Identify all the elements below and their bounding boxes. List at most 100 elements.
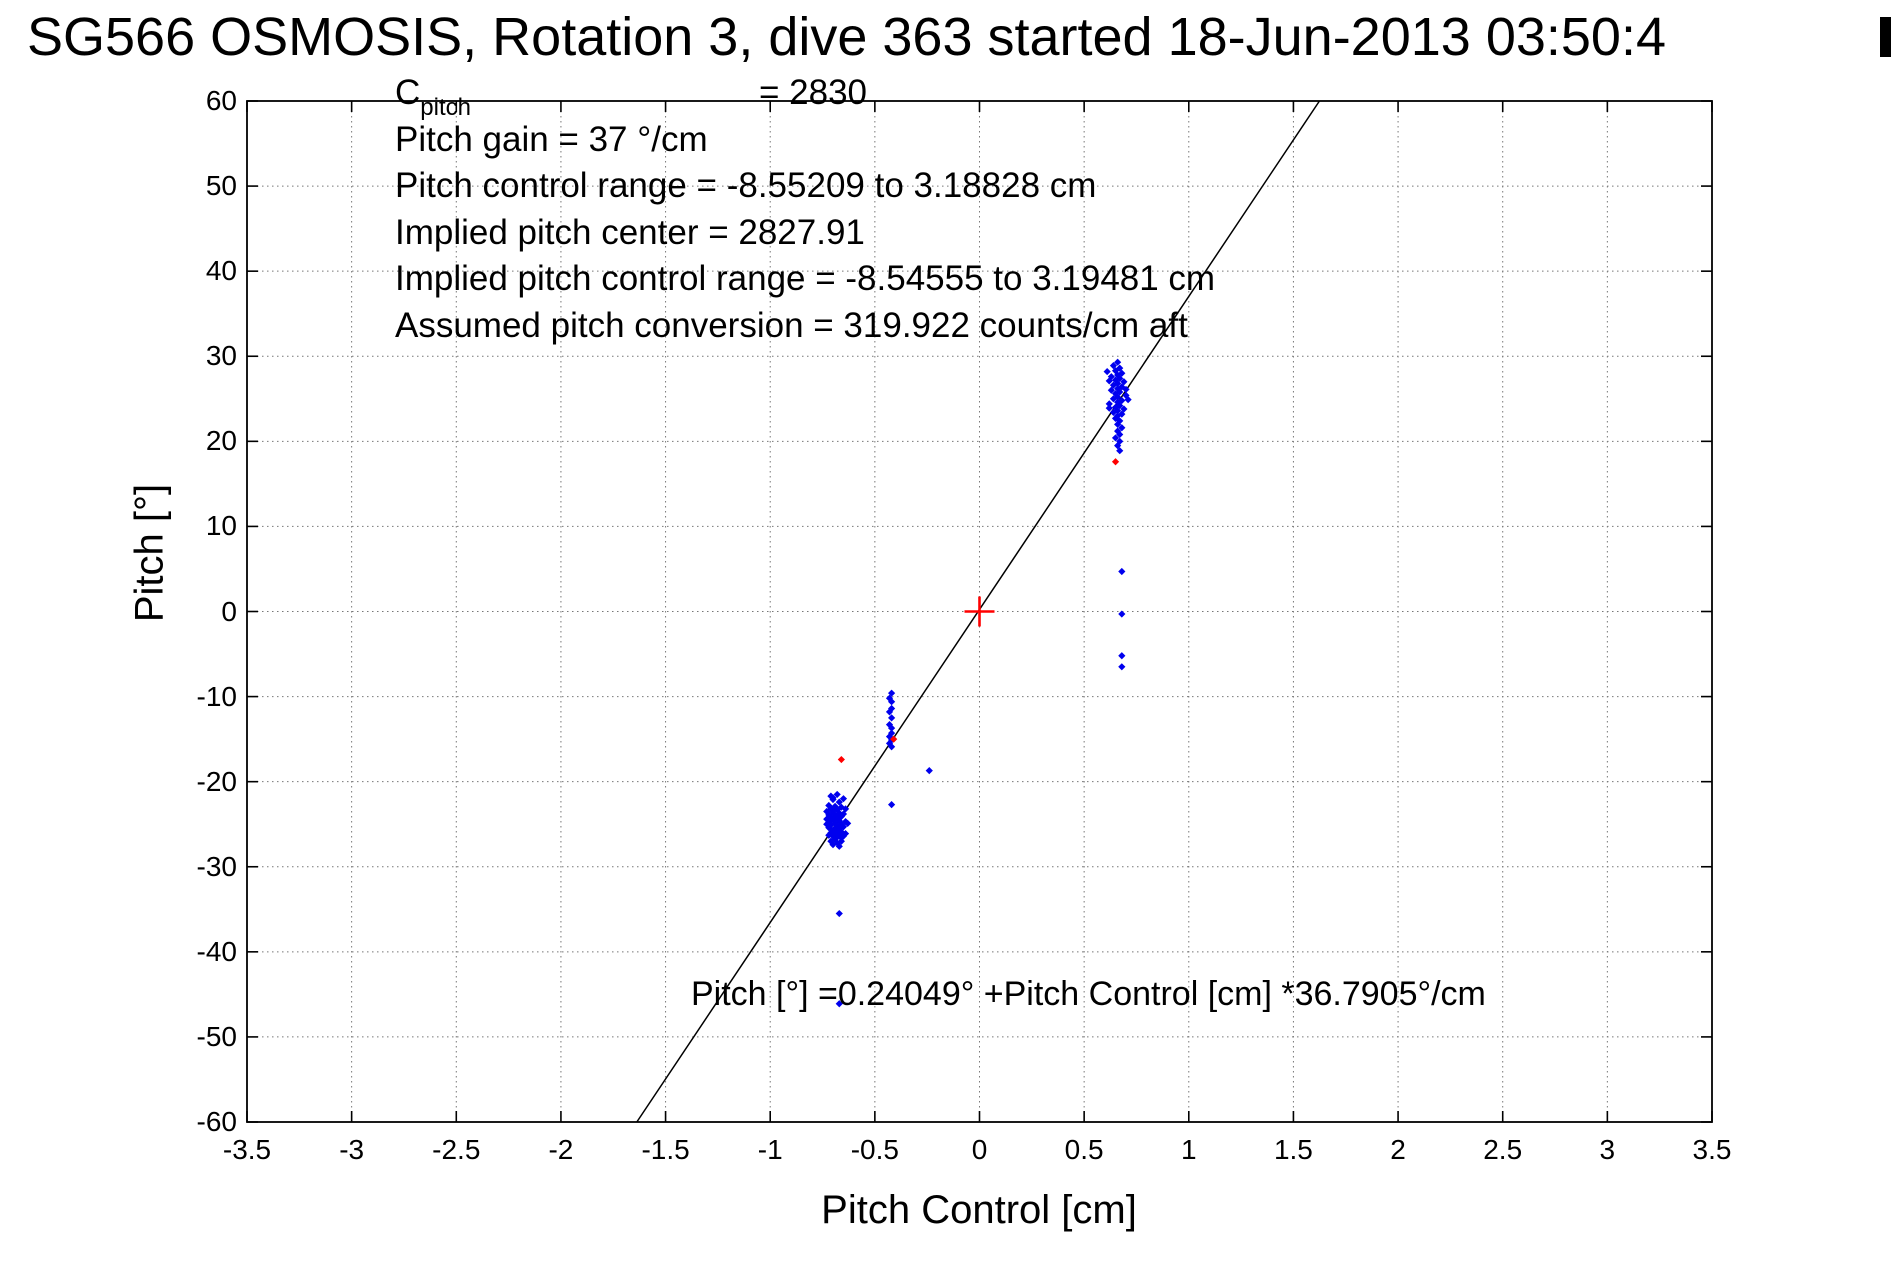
- data-point: [1105, 404, 1113, 412]
- data-point: [1118, 663, 1126, 671]
- data-point: [1103, 367, 1111, 376]
- data-point: [1109, 381, 1118, 389]
- data-point: [1114, 420, 1122, 428]
- data-point: [925, 767, 933, 775]
- data-point: [835, 1000, 843, 1008]
- annotation-cpitch: Cpitch = 2830: [395, 70, 1215, 120]
- data-point: [1109, 408, 1118, 417]
- data-point: [885, 739, 894, 747]
- data-point: [1116, 437, 1124, 445]
- y-tick-label: -20: [196, 765, 237, 797]
- data-point: [829, 841, 837, 849]
- data-point: [885, 694, 894, 702]
- y-tick-label: 60: [205, 85, 237, 116]
- data-point: [888, 689, 896, 697]
- y-tick-label: 10: [205, 510, 237, 542]
- x-tick-label: 0.5: [1064, 1134, 1104, 1165]
- y-tick-label: -40: [196, 935, 237, 967]
- data-point: [1116, 401, 1124, 410]
- x-tick-label: 0: [971, 1134, 988, 1165]
- data-point: [1111, 434, 1120, 442]
- x-tick-label: -2.5: [432, 1134, 481, 1165]
- data-point: [839, 795, 848, 803]
- data-point: [825, 831, 833, 839]
- x-tick-label: -2: [548, 1134, 574, 1165]
- y-tick-label: -60: [196, 1106, 237, 1137]
- y-tick-label: 0: [221, 595, 237, 627]
- y-tick-label: 40: [205, 255, 237, 287]
- data-point: [835, 817, 843, 825]
- data-point: [841, 805, 850, 813]
- data-point: [827, 821, 835, 829]
- y-tick-label: 50: [205, 170, 237, 202]
- y-tick-label: -50: [196, 1020, 237, 1052]
- data-point: [831, 835, 839, 844]
- title-clipped-glyph: [1880, 17, 1891, 57]
- data-point: [1109, 395, 1118, 403]
- data-point: [1116, 430, 1124, 439]
- data-point: [885, 708, 894, 716]
- data-point: [841, 818, 850, 826]
- data-point: [1116, 417, 1124, 425]
- annotation-block: Cpitch = 2830 Pitch gain = 37 °/cm Pitch …: [395, 70, 1215, 349]
- flagged-point: [890, 735, 898, 743]
- data-point: [1118, 652, 1126, 660]
- data-point: [835, 798, 843, 806]
- cpitch-subscript: pitch: [420, 94, 471, 121]
- annotation-implied-pitch-control-range: Implied pitch control range = -8.54555 t…: [395, 259, 1216, 298]
- data-point: [1124, 396, 1132, 404]
- annotation-pitch-gain: Pitch gain = 37 °/cm: [395, 119, 708, 159]
- data-point: [1118, 410, 1126, 418]
- data-point: [888, 724, 896, 732]
- flagged-point: [1111, 458, 1120, 466]
- data-point: [888, 801, 896, 809]
- data-point: [1105, 377, 1113, 385]
- data-point: [823, 820, 831, 828]
- data-point: [839, 823, 848, 831]
- y-tick-label: 30: [205, 340, 237, 372]
- data-point: [1118, 424, 1126, 432]
- data-point: [837, 803, 845, 811]
- data-point: [837, 837, 845, 845]
- data-point: [833, 833, 841, 841]
- cpitch-base: C: [395, 73, 421, 112]
- data-point: [825, 801, 833, 810]
- data-point: [1116, 447, 1124, 455]
- data-point: [1118, 567, 1126, 576]
- y-tick-label: 20: [205, 425, 237, 457]
- data-point: [839, 832, 848, 840]
- x-tick-label: -3: [339, 1134, 365, 1165]
- data-point: [888, 714, 896, 722]
- data-point: [1114, 358, 1122, 366]
- data-point: [833, 790, 841, 799]
- x-tick-label: 2.5: [1483, 1134, 1523, 1165]
- x-tick-label: 2: [1390, 1134, 1406, 1165]
- x-tick-label: 3: [1599, 1134, 1616, 1165]
- y-tick-label: -10: [196, 680, 237, 712]
- data-point: [1116, 374, 1124, 382]
- data-point: [827, 837, 835, 845]
- data-point: [831, 819, 839, 827]
- data-point: [1122, 391, 1130, 399]
- flagged-point: [837, 755, 845, 764]
- annotation-pitch-control-range: Pitch control range = -8.55209 to 3.1882…: [395, 166, 1097, 205]
- data-point: [1107, 386, 1115, 394]
- annotation-implied-pitch-center: Implied pitch center = 2827.91: [395, 212, 865, 252]
- data-point: [835, 842, 843, 850]
- data-point: [844, 819, 852, 827]
- data-point: [1118, 610, 1126, 618]
- annotation-assumed-pitch-conversion: Assumed pitch conversion = 319.922 count…: [395, 305, 1188, 345]
- x-tick-label: -3.5: [222, 1134, 272, 1165]
- x-tick-label: -0.5: [850, 1134, 899, 1165]
- x-tick-label: -1: [757, 1134, 783, 1165]
- data-point: [829, 794, 837, 802]
- x-axis-label: Pitch Control [cm]: [821, 1188, 1137, 1232]
- data-point: [1105, 400, 1113, 408]
- data-point: [825, 818, 833, 827]
- x-tick-label: 1.5: [1273, 1134, 1313, 1165]
- data-point: [839, 810, 848, 818]
- chart-title: SG566 OSMOSIS, Rotation 3, dive 363 star…: [27, 7, 1666, 67]
- fit-equation-label: Pitch [°] =0.24049° +Pitch Control [cm] …: [691, 975, 1486, 1013]
